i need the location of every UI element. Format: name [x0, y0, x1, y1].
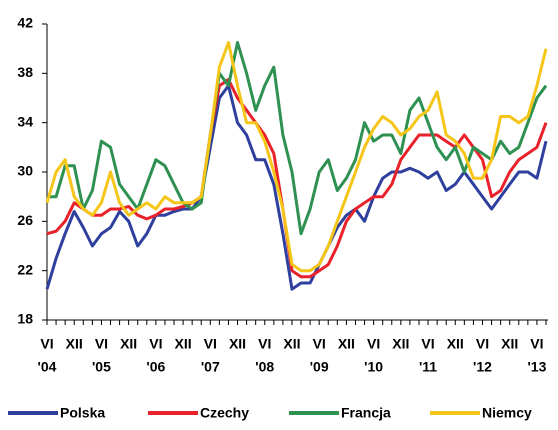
series-line: [46, 78, 548, 279]
x-year-label: '09: [310, 359, 329, 375]
y-tick-label: 22: [17, 261, 33, 277]
x-tick-label: XII: [501, 336, 518, 352]
legend-label: Czechy: [200, 405, 249, 421]
x-year-label: '13: [527, 359, 546, 375]
y-tick-label: 30: [17, 163, 33, 179]
x-tick-label: VI: [421, 336, 434, 352]
x-tick-label: XII: [338, 336, 355, 352]
x-year-label: '04: [38, 359, 57, 375]
x-tick-label: XII: [392, 336, 409, 352]
x-year-label: '08: [255, 359, 274, 375]
x-year-label: '12: [473, 359, 492, 375]
x-year-label: '11: [419, 359, 437, 375]
y-tick-label: 18: [17, 311, 33, 327]
x-tick-label: VI: [313, 336, 326, 352]
x-tick-label: XII: [283, 336, 300, 352]
x-tick-label: XII: [175, 336, 192, 352]
x-year-label: '05: [92, 359, 111, 375]
x-year-label: '06: [146, 359, 165, 375]
y-tick-label: 42: [17, 15, 33, 31]
x-tick-label: XII: [229, 336, 246, 352]
x-tick-label: XII: [120, 336, 137, 352]
y-tick-label: 26: [17, 212, 33, 228]
y-tick-label: 38: [17, 64, 33, 80]
x-tick-label: VI: [149, 336, 162, 352]
x-year-label: '10: [364, 359, 383, 375]
x-tick-label: VI: [367, 336, 380, 352]
x-tick-label: XII: [447, 336, 464, 352]
series-line: [45, 84, 548, 291]
x-tick-label: VI: [476, 336, 489, 352]
x-tick-label: VI: [204, 336, 217, 352]
x-tick-label: VI: [40, 336, 53, 352]
x-tick-label: VI: [258, 336, 271, 352]
y-tick-label: 34: [17, 113, 33, 129]
legend-label: Niemcy: [482, 405, 532, 421]
x-tick-label: VI: [530, 336, 543, 352]
x-tick-label: XII: [66, 336, 83, 352]
legend-label: Francja: [341, 405, 391, 421]
x-year-label: '07: [201, 359, 220, 375]
legend-label: Polska: [60, 405, 105, 421]
series-line: [47, 41, 548, 236]
series-line: [45, 41, 548, 273]
x-tick-label: VI: [95, 336, 108, 352]
